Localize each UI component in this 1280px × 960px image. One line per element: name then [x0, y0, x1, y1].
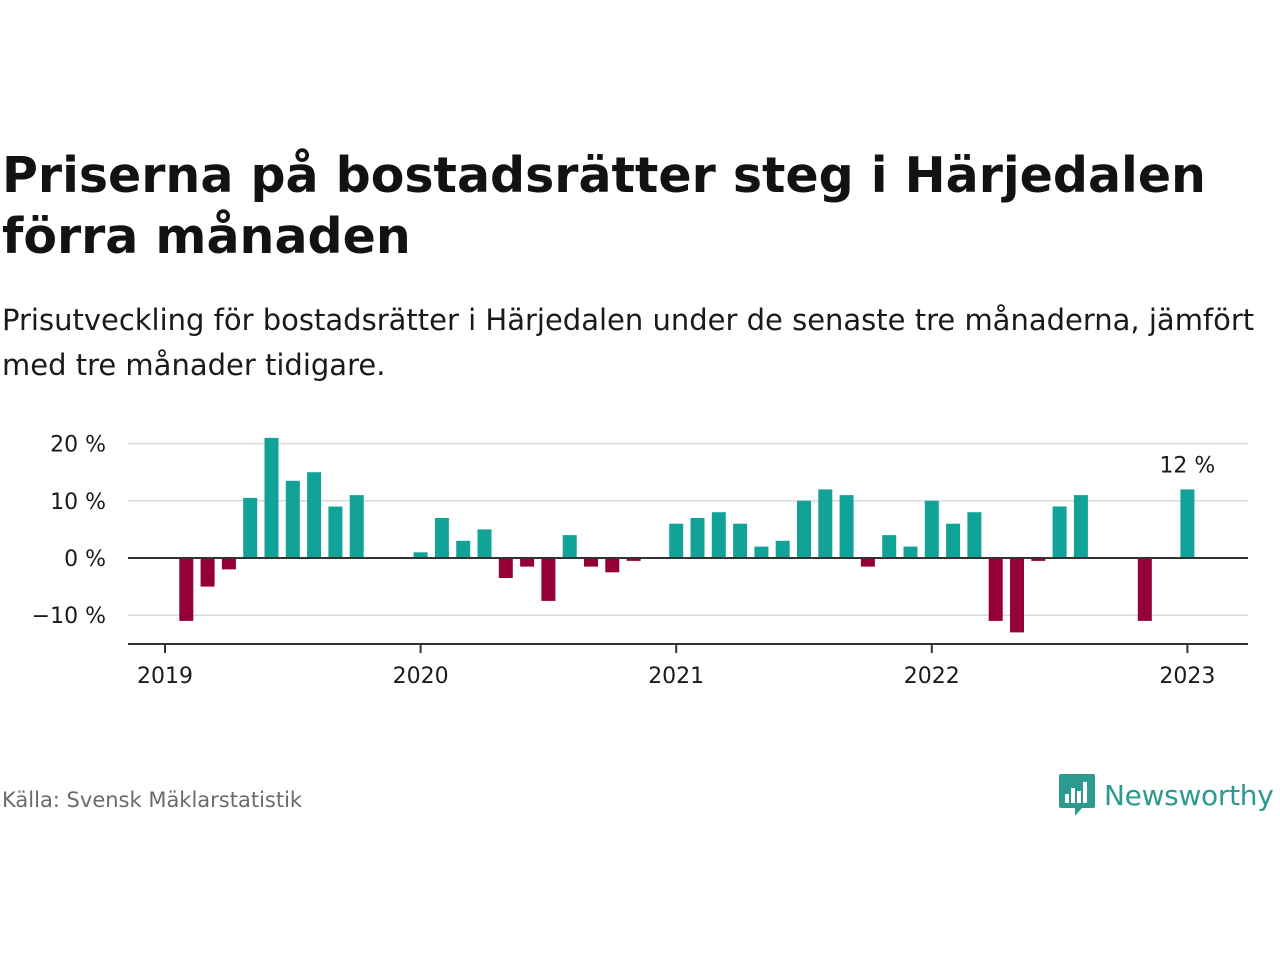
- bar-positive: [1073, 495, 1088, 558]
- bar-negative: [1031, 558, 1046, 561]
- bar-positive: [264, 437, 279, 558]
- bar-positive: [328, 506, 343, 558]
- bar-negative: [200, 558, 215, 587]
- bar-negative: [221, 558, 236, 570]
- bar-positive: [307, 472, 322, 558]
- bar-positive: [1052, 506, 1067, 558]
- bar-negative: [1137, 558, 1152, 621]
- x-tick-label: 2019: [137, 664, 193, 689]
- bar-positive: [456, 540, 471, 558]
- bar-positive: [946, 523, 961, 558]
- x-tick-label: 2023: [1159, 664, 1215, 689]
- bar-positive: [924, 500, 939, 558]
- y-tick-label: −10 %: [32, 604, 106, 629]
- labels: 20 % 10 % 0 % −10 % 2019 2020 2021 2022 2023 12 %: [32, 433, 1216, 689]
- bar-negative: [179, 558, 194, 621]
- bar-negative: [860, 558, 875, 567]
- bar-positive: [243, 497, 258, 558]
- bar-negative: [988, 558, 1003, 621]
- x-tick-label: 2020: [393, 664, 449, 689]
- bar-positive: [775, 540, 790, 558]
- bar-positive: [349, 495, 364, 558]
- bar-positive: [562, 535, 577, 558]
- x-tick-label: 2022: [904, 664, 960, 689]
- x-tick-label: 2021: [648, 664, 704, 689]
- bar-positive: [903, 546, 918, 558]
- bar-positive: [477, 529, 492, 558]
- chart-subtitle: Prisutveckling för bostadsrätter i Härje…: [2, 303, 1255, 382]
- y-tick-label: 20 %: [50, 433, 106, 458]
- bar-positive: [711, 512, 726, 558]
- bars: [179, 437, 1195, 633]
- data-label: 12 %: [1159, 453, 1215, 478]
- brand-logo: Newsworthy: [1058, 772, 1274, 818]
- bar-negative: [605, 558, 620, 573]
- bar-negative: [520, 558, 535, 567]
- source-note: Källa: Svensk Mäklarstatistik: [2, 788, 303, 812]
- bar-positive: [690, 518, 705, 558]
- bar-positive: [434, 518, 449, 558]
- bar-positive: [1180, 489, 1195, 558]
- x-axis: [128, 643, 1248, 653]
- bar-negative: [541, 558, 556, 601]
- bar-positive: [413, 552, 428, 558]
- bar-positive: [754, 546, 769, 558]
- bar-negative: [498, 558, 513, 578]
- bar-negative: [584, 558, 598, 567]
- chart-title: Priserna på bostadsrätter steg i Härjeda…: [2, 147, 1206, 265]
- bar-positive: [669, 523, 684, 558]
- bar-positive: [967, 512, 982, 558]
- bar-positive: [839, 495, 854, 558]
- bar-negative: [1010, 558, 1024, 633]
- bar-positive: [733, 523, 748, 558]
- brand-name: Newsworthy: [1104, 778, 1274, 812]
- bar-positive: [797, 500, 811, 558]
- bar-positive: [818, 489, 833, 558]
- newsworthy-logo-icon: [1059, 774, 1095, 816]
- y-tick-label: 0 %: [64, 547, 106, 572]
- bar-negative: [626, 558, 641, 561]
- bar-positive: [882, 535, 897, 558]
- bar-positive: [285, 480, 300, 558]
- y-tick-label: 10 %: [50, 490, 106, 515]
- bar-chart: 20 % 10 % 0 % −10 % 2019 2020 2021 2022 2023 12 %: [32, 433, 1248, 689]
